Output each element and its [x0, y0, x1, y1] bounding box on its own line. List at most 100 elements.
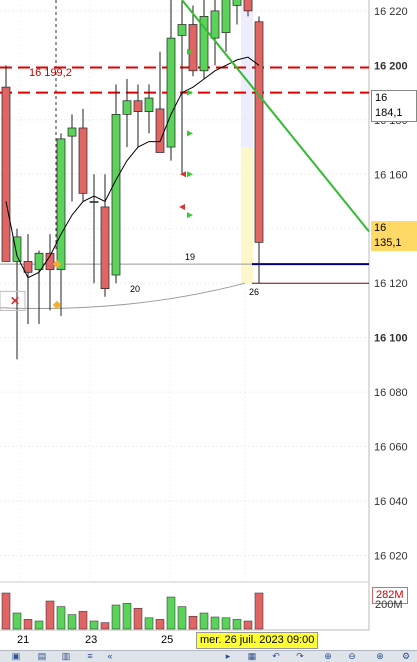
bear-candle	[188, 24, 198, 72]
volume-bar	[34, 620, 44, 630]
volume-bar	[144, 617, 154, 630]
volume-bar	[56, 606, 66, 630]
volume-bar	[210, 616, 220, 630]
chart-grid	[0, 0, 370, 631]
indicator-icon[interactable]: ▥	[61, 651, 71, 661]
menu-icon[interactable]: ≡	[87, 651, 93, 661]
volume-bar	[45, 600, 55, 630]
price-label: 16 100	[374, 333, 408, 345]
price-label: 16 040	[374, 496, 408, 508]
bear-candle	[100, 206, 110, 289]
bull-candle	[56, 138, 66, 270]
bull-candle	[34, 252, 44, 270]
bull-candle	[210, 10, 220, 39]
volume-bar	[199, 612, 209, 630]
crosshair-date-tag: mer. 26 juil. 2023 09:00	[196, 632, 319, 649]
bear-candle	[243, 0, 253, 12]
date-label-21: 21	[17, 634, 30, 646]
arrow-marker-red	[180, 171, 186, 178]
redo-icon[interactable]: ↷	[296, 651, 304, 661]
ma-line	[5, 56, 260, 279]
bull-candle	[177, 24, 187, 36]
scroll-left-icon[interactable]: «	[107, 651, 113, 661]
diamond-marker	[52, 300, 62, 310]
highlight-band-lower	[241, 147, 253, 284]
arrow-marker-red	[179, 203, 185, 210]
price-label: 16 160	[374, 169, 408, 181]
price-label: 16 220	[374, 6, 408, 18]
price-label: 16 200	[374, 60, 408, 72]
candlestick-series	[1, 0, 264, 360]
bull-candle	[199, 15, 209, 72]
bear-candle	[1, 86, 11, 262]
arrow-marker	[187, 212, 193, 219]
close-marker-box	[0, 290, 26, 311]
volume-bar	[155, 619, 165, 630]
signal-number-20: 20	[130, 284, 141, 294]
arrow-marker	[187, 89, 193, 96]
zoom-out-icon[interactable]: ⊖	[348, 651, 356, 661]
volume-bar	[221, 617, 231, 630]
bear-candle	[23, 261, 33, 273]
price-label: 16 060	[374, 442, 408, 454]
moving-average-line	[5, 56, 260, 279]
volume-bar	[166, 596, 176, 630]
trendline-segment	[181, 0, 370, 233]
volume-bars	[1, 592, 264, 630]
settings-icon[interactable]: ⚙	[401, 651, 411, 661]
price-levels	[0, 66, 369, 310]
zoom-icon[interactable]: ⊕	[324, 651, 332, 661]
arrow-marker	[187, 130, 193, 137]
current-price-tag: 16 135,1	[371, 221, 417, 251]
bull-candle	[232, 0, 242, 6]
price-label: 16 120	[374, 278, 408, 290]
diamond-marker	[52, 259, 62, 269]
date-label-25: 25	[161, 634, 174, 646]
bear-candle	[155, 108, 165, 153]
volume-bar	[188, 615, 198, 630]
volume-bar	[1, 592, 11, 630]
arrow-marker	[187, 48, 193, 55]
volume-bar	[12, 612, 22, 630]
price-label: 16 020	[374, 550, 408, 562]
bear-candle	[133, 100, 143, 112]
volume-bar	[133, 607, 143, 630]
grey-curve	[0, 282, 246, 310]
bull-candle	[89, 201, 99, 203]
calendar-icon[interactable]: ▦	[247, 651, 257, 661]
volume-bar	[243, 620, 253, 630]
volume-bar	[89, 620, 99, 630]
zoom-in-icon[interactable]: ⊕	[376, 651, 384, 661]
red-level-label: 16 199,2	[29, 67, 72, 79]
bottom-toolbar: ▣ ▤ ▥ ≡ « ▸ ▦ ↶ ↷ ⊕ ⊖ ⊕ ⚙	[0, 650, 417, 662]
close-marker: ✕	[10, 294, 20, 308]
print-icon[interactable]: ▣	[11, 651, 21, 661]
price-label: 16 080	[374, 387, 408, 399]
bull-candle	[144, 97, 154, 112]
ma-price-tag: 16 184,1	[371, 90, 417, 122]
volume-bar	[100, 622, 110, 630]
bull-candle	[67, 127, 77, 137]
scroll-right-icon[interactable]: ▸	[225, 651, 231, 661]
volume-bar	[177, 606, 187, 630]
volume-bar	[254, 592, 264, 630]
volume-bar	[23, 619, 33, 630]
selection-highlight	[241, 0, 253, 284]
chart-type-icon[interactable]: ▤	[37, 651, 47, 661]
bull-candle	[12, 236, 22, 262]
bear-candle	[254, 21, 264, 243]
signal-number-26: 26	[249, 287, 260, 297]
volume-axis-label: 200M	[375, 599, 403, 611]
undo-icon[interactable]: ↶	[272, 651, 280, 661]
bull-candle	[221, 0, 231, 34]
bull-candle	[111, 114, 121, 276]
volume-bar	[111, 604, 121, 630]
arrow-marker	[187, 171, 193, 178]
bear-candle	[78, 127, 88, 194]
volume-tag: 282M	[372, 587, 408, 604]
volume-bar	[232, 619, 242, 630]
bull-candle	[122, 100, 132, 115]
trendline[interactable]	[181, 0, 370, 233]
volume-bar	[122, 603, 132, 630]
